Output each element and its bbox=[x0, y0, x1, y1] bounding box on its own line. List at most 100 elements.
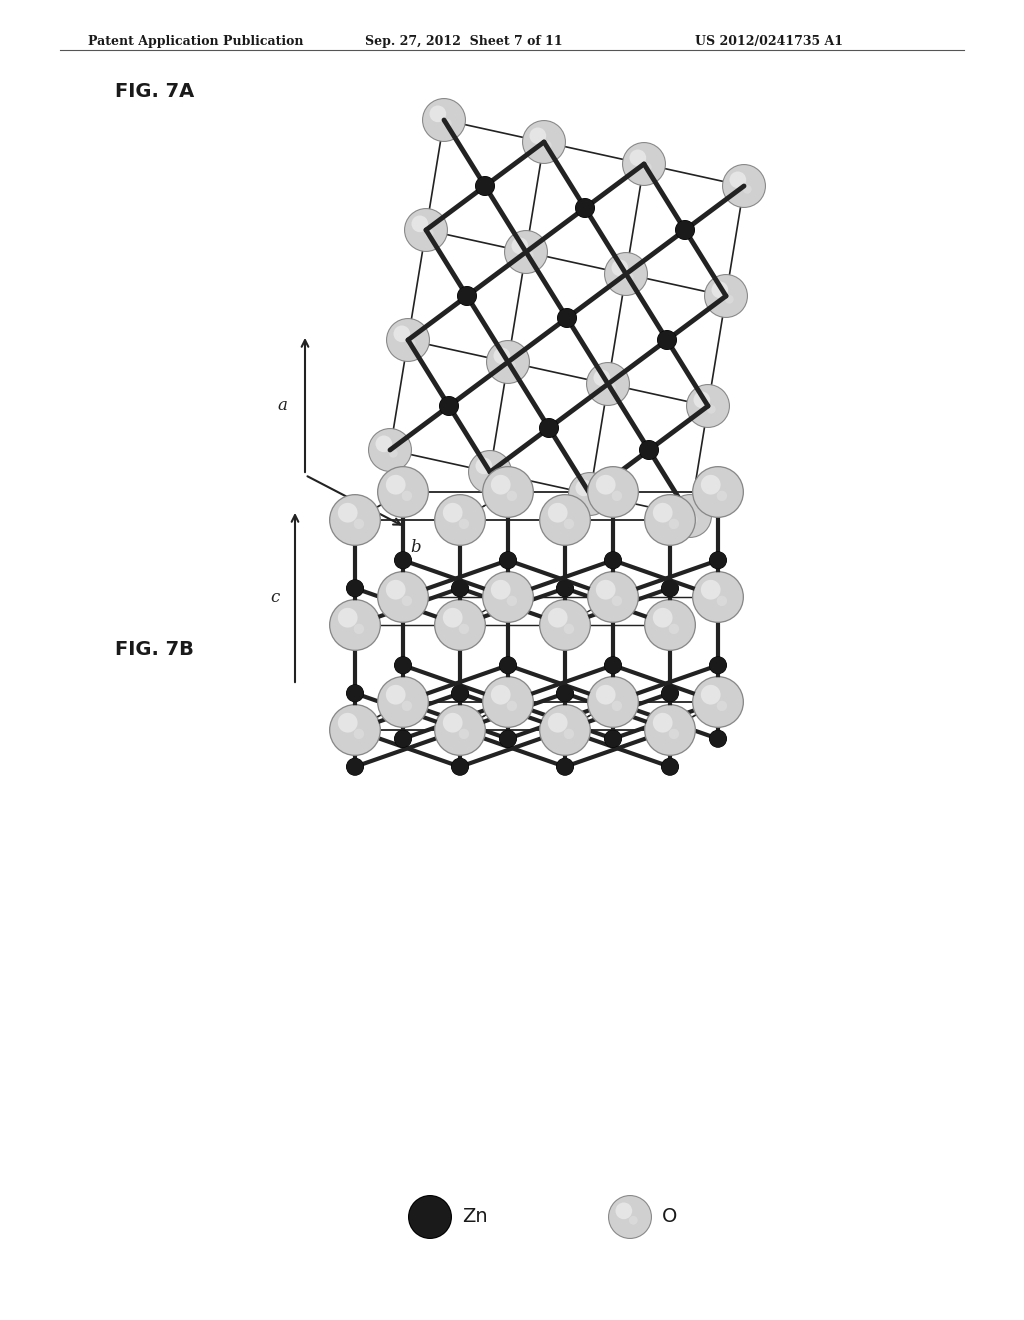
Circle shape bbox=[725, 294, 734, 304]
Circle shape bbox=[662, 758, 679, 776]
Circle shape bbox=[662, 758, 679, 775]
Circle shape bbox=[687, 385, 729, 426]
Circle shape bbox=[625, 273, 634, 281]
Circle shape bbox=[643, 162, 651, 172]
Circle shape bbox=[410, 1196, 451, 1238]
Circle shape bbox=[587, 572, 639, 623]
Circle shape bbox=[604, 252, 648, 296]
Circle shape bbox=[539, 599, 591, 651]
Circle shape bbox=[717, 595, 727, 606]
Circle shape bbox=[499, 552, 517, 569]
Text: Patent Application Publication: Patent Application Publication bbox=[88, 36, 303, 48]
Circle shape bbox=[563, 729, 574, 739]
Circle shape bbox=[353, 519, 365, 529]
Circle shape bbox=[669, 495, 711, 537]
Circle shape bbox=[338, 607, 357, 627]
Circle shape bbox=[435, 705, 484, 755]
Text: Sep. 27, 2012  Sheet 7 of 11: Sep. 27, 2012 Sheet 7 of 11 bbox=[365, 36, 562, 48]
Circle shape bbox=[483, 677, 532, 727]
Circle shape bbox=[369, 429, 411, 471]
Circle shape bbox=[378, 677, 428, 727]
Circle shape bbox=[611, 491, 623, 502]
Circle shape bbox=[331, 705, 380, 755]
Circle shape bbox=[523, 121, 565, 162]
Circle shape bbox=[487, 341, 529, 383]
Circle shape bbox=[653, 607, 673, 627]
Circle shape bbox=[604, 656, 622, 675]
Circle shape bbox=[486, 341, 530, 384]
Circle shape bbox=[504, 230, 548, 275]
Circle shape bbox=[541, 601, 590, 649]
Circle shape bbox=[329, 599, 381, 651]
Circle shape bbox=[434, 599, 486, 651]
Circle shape bbox=[338, 503, 357, 523]
Circle shape bbox=[596, 475, 615, 495]
Circle shape bbox=[604, 657, 622, 673]
Circle shape bbox=[589, 492, 598, 502]
Circle shape bbox=[346, 758, 364, 775]
Text: b: b bbox=[410, 539, 421, 556]
Circle shape bbox=[556, 758, 574, 776]
Circle shape bbox=[568, 473, 612, 516]
Circle shape bbox=[482, 466, 534, 517]
Circle shape bbox=[499, 656, 517, 675]
Circle shape bbox=[692, 676, 744, 729]
Circle shape bbox=[709, 656, 727, 675]
Circle shape bbox=[669, 519, 679, 529]
Circle shape bbox=[425, 228, 434, 238]
Circle shape bbox=[394, 730, 412, 747]
Circle shape bbox=[507, 360, 516, 370]
Circle shape bbox=[543, 141, 552, 149]
Circle shape bbox=[596, 685, 615, 705]
Circle shape bbox=[557, 309, 577, 327]
Circle shape bbox=[442, 713, 463, 733]
Circle shape bbox=[404, 209, 449, 252]
Circle shape bbox=[386, 685, 406, 705]
Text: c: c bbox=[270, 589, 280, 606]
Circle shape bbox=[630, 149, 646, 166]
Circle shape bbox=[442, 607, 463, 627]
Circle shape bbox=[611, 260, 628, 276]
Circle shape bbox=[556, 579, 574, 597]
Circle shape bbox=[729, 172, 746, 189]
Circle shape bbox=[378, 573, 428, 622]
Circle shape bbox=[475, 177, 495, 195]
Circle shape bbox=[511, 238, 528, 255]
Circle shape bbox=[386, 318, 430, 362]
Circle shape bbox=[604, 730, 622, 747]
Circle shape bbox=[556, 758, 573, 775]
Circle shape bbox=[505, 231, 547, 273]
Circle shape bbox=[483, 573, 532, 622]
Circle shape bbox=[394, 552, 412, 569]
Circle shape bbox=[587, 466, 639, 517]
Circle shape bbox=[615, 1203, 632, 1220]
Circle shape bbox=[693, 677, 742, 727]
Circle shape bbox=[378, 467, 428, 516]
Circle shape bbox=[669, 729, 679, 739]
Circle shape bbox=[434, 704, 486, 756]
Circle shape bbox=[500, 552, 516, 569]
Circle shape bbox=[575, 479, 592, 496]
Circle shape bbox=[722, 164, 766, 209]
Circle shape bbox=[529, 128, 546, 144]
Circle shape bbox=[692, 466, 744, 517]
Circle shape bbox=[622, 143, 666, 186]
Circle shape bbox=[401, 491, 412, 502]
Circle shape bbox=[525, 251, 534, 260]
Circle shape bbox=[705, 275, 748, 318]
Circle shape bbox=[675, 220, 695, 240]
Circle shape bbox=[439, 396, 459, 416]
Circle shape bbox=[668, 494, 712, 539]
Circle shape bbox=[394, 657, 412, 673]
Circle shape bbox=[353, 729, 365, 739]
Circle shape bbox=[589, 677, 638, 727]
Circle shape bbox=[394, 552, 412, 569]
Circle shape bbox=[331, 601, 380, 649]
Circle shape bbox=[629, 1216, 638, 1225]
Circle shape bbox=[645, 601, 694, 649]
Circle shape bbox=[645, 705, 694, 755]
Circle shape bbox=[548, 713, 567, 733]
Circle shape bbox=[556, 684, 574, 702]
Circle shape bbox=[459, 519, 469, 529]
Circle shape bbox=[386, 579, 406, 599]
